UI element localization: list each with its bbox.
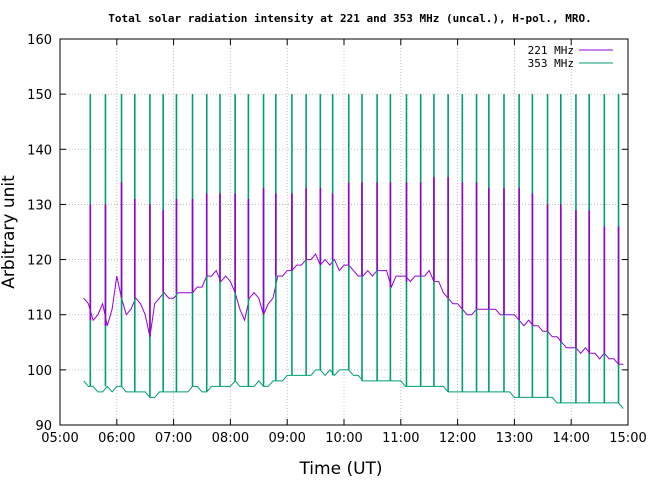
x-tick-label: 11:00: [382, 431, 419, 446]
ticks: 90 100 110 120 130 140 150 160 05:00 06:00 07:00 08…: [27, 33, 647, 446]
series-line-221: [83, 253, 624, 365]
y-tick-label: 160: [27, 33, 52, 48]
x-tick-label: 13:00: [496, 431, 533, 446]
series-line-353: [83, 369, 624, 409]
x-axis-label: Time (UT): [298, 459, 382, 479]
series-layer: [83, 94, 624, 409]
y-tick-label: 90: [35, 419, 52, 434]
x-tick-label: 07:00: [155, 431, 192, 446]
x-tick-label: 05:00: [41, 431, 78, 446]
y-tick-label: 100: [27, 364, 52, 379]
y-tick-label: 150: [27, 88, 52, 103]
x-tick-label: 06:00: [98, 431, 135, 446]
x-tick-label: 14:00: [552, 431, 589, 446]
y-axis-label: Arbitrary unit: [0, 175, 19, 289]
y-tick-label: 120: [27, 254, 52, 269]
x-tick-label: 08:00: [212, 431, 249, 446]
chart-title: Total solar radiation intensity at 221 a…: [108, 12, 591, 25]
y-tick-label: 110: [27, 309, 52, 324]
x-tick-label: 10:00: [325, 431, 362, 446]
legend: 221 MHz 353 MHz: [528, 44, 613, 70]
x-tick-label: 12:00: [439, 431, 476, 446]
x-tick-label: 09:00: [268, 431, 305, 446]
legend-label-353: 353 MHz: [528, 57, 574, 70]
y-tick-label: 130: [27, 198, 52, 213]
y-tick-label: 140: [27, 143, 52, 158]
grid: [59, 38, 629, 426]
x-tick-label: 15:00: [609, 431, 646, 446]
legend-label-221: 221 MHz: [528, 44, 574, 57]
